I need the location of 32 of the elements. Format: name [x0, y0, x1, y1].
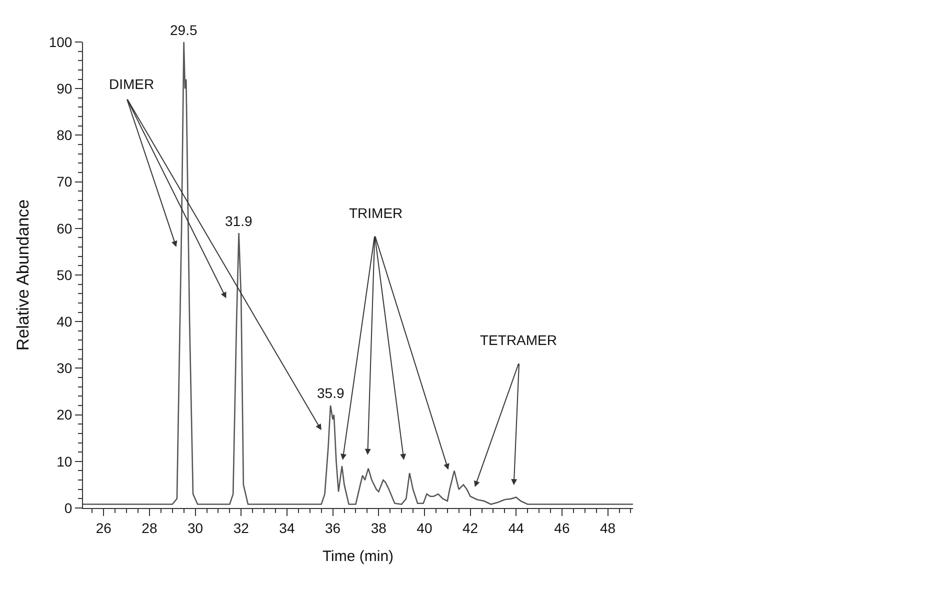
y-tick-label: 0 [64, 500, 72, 516]
annotation: 31.9 [225, 213, 252, 229]
x-tick-label: 48 [600, 520, 616, 536]
line-series [83, 42, 633, 505]
x-tick-label: 34 [279, 520, 295, 536]
y-tick-label: 90 [56, 80, 72, 96]
x-tick-label: 46 [554, 520, 570, 536]
x-axis-title: Time (min) [322, 548, 394, 565]
x-tick-label: 42 [462, 520, 478, 536]
x-tick-label: 32 [233, 520, 250, 536]
y-tick-label: 40 [56, 314, 72, 330]
x-tick-label: 38 [370, 520, 387, 536]
y-tick-label: 80 [56, 127, 72, 144]
y-tick-label: 50 [56, 266, 72, 283]
y-tick-label: 20 [56, 406, 72, 423]
annotation: TRIMER [349, 205, 403, 221]
annotation: DIMER [109, 76, 154, 92]
x-tick-label: 44 [508, 520, 524, 536]
y-tick-label: 100 [48, 34, 72, 50]
y-tick-label: 30 [56, 360, 72, 376]
y-tick-label: 70 [56, 174, 72, 190]
x-tick-label: 28 [142, 520, 158, 536]
x-tick-label: 36 [325, 520, 341, 536]
annotation: 35.9 [317, 385, 344, 401]
y-axis-title: Relative Abundance [13, 199, 32, 351]
x-tick-label: 40 [416, 520, 432, 536]
y-tick-label: 10 [56, 453, 72, 470]
annotation: TETRAMER [480, 332, 557, 348]
x-tick-label: 26 [96, 520, 112, 536]
annotation: 29.5 [170, 22, 198, 38]
y-tick-label: 60 [56, 220, 72, 236]
x-tick-label: 30 [188, 520, 204, 536]
